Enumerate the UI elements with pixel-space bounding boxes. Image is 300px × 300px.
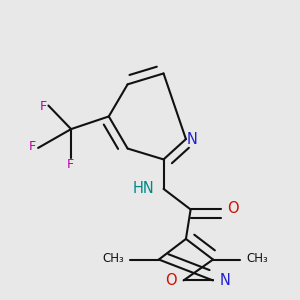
Text: F: F [29, 140, 36, 153]
Text: N: N [187, 132, 198, 147]
Text: F: F [40, 100, 47, 112]
Text: CH₃: CH₃ [102, 252, 124, 265]
Text: O: O [227, 200, 239, 215]
Text: F: F [67, 158, 74, 171]
Text: O: O [166, 273, 177, 288]
Text: N: N [220, 273, 230, 288]
Text: CH₃: CH₃ [246, 252, 268, 265]
Text: HN: HN [133, 181, 155, 196]
